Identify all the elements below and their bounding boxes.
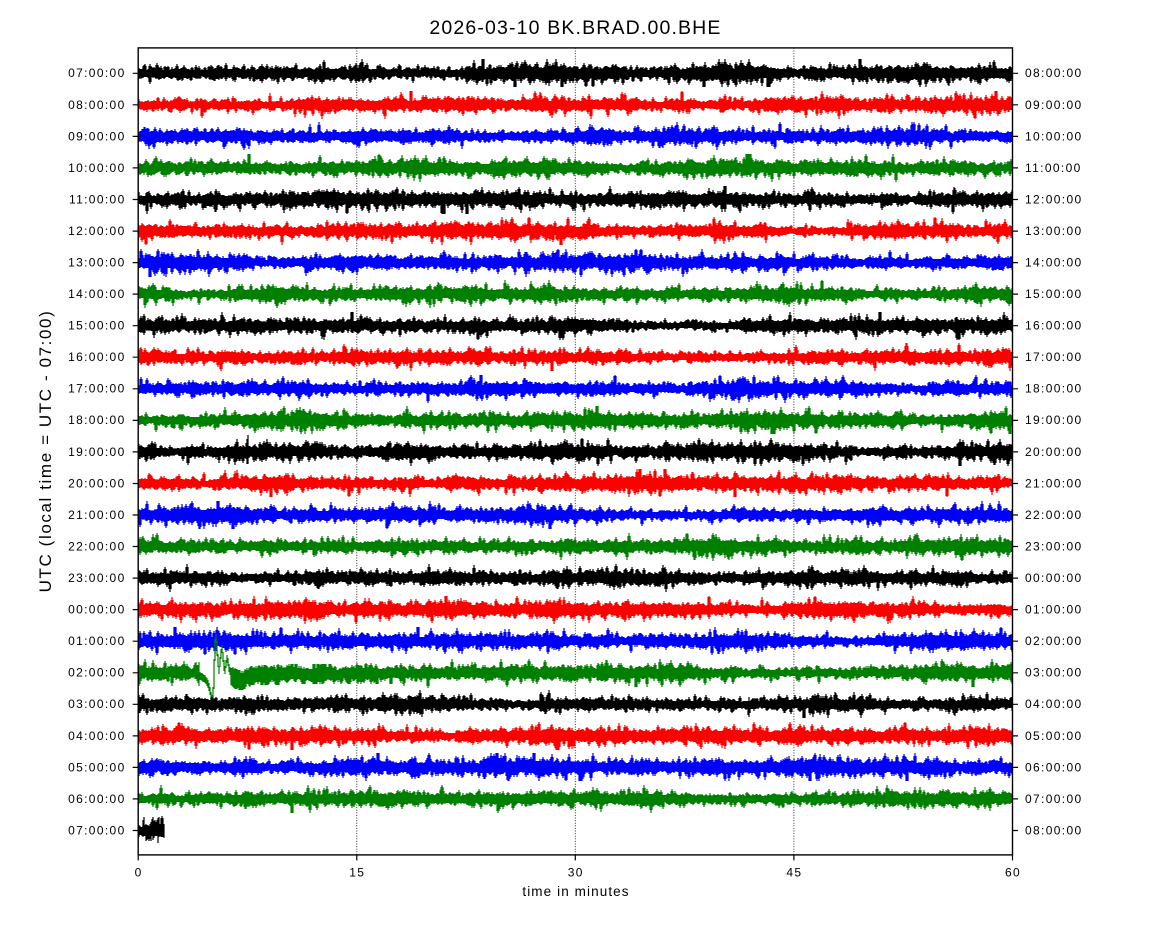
- svg-text:06:00:00: 06:00:00: [68, 792, 126, 806]
- svg-text:06:00:00: 06:00:00: [1025, 760, 1083, 774]
- svg-text:02:00:00: 02:00:00: [1025, 634, 1083, 648]
- svg-text:21:00:00: 21:00:00: [1025, 476, 1083, 490]
- svg-text:00:00:00: 00:00:00: [68, 603, 126, 617]
- svg-text:20:00:00: 20:00:00: [68, 476, 126, 490]
- svg-text:17:00:00: 17:00:00: [68, 382, 126, 396]
- svg-text:11:00:00: 11:00:00: [69, 192, 126, 206]
- svg-text:05:00:00: 05:00:00: [68, 760, 126, 774]
- svg-text:time in minutes: time in minutes: [522, 884, 629, 899]
- svg-text:15:00:00: 15:00:00: [1025, 287, 1083, 301]
- svg-text:0: 0: [135, 866, 143, 880]
- svg-text:12:00:00: 12:00:00: [1025, 192, 1083, 206]
- svg-text:23:00:00: 23:00:00: [68, 571, 126, 585]
- svg-text:09:00:00: 09:00:00: [1025, 98, 1083, 112]
- svg-text:16:00:00: 16:00:00: [1025, 319, 1083, 333]
- svg-text:23:00:00: 23:00:00: [1025, 539, 1083, 553]
- svg-text:01:00:00: 01:00:00: [1025, 603, 1083, 617]
- svg-text:07:00:00: 07:00:00: [68, 66, 126, 80]
- svg-text:60: 60: [1005, 866, 1021, 880]
- svg-text:13:00:00: 13:00:00: [68, 256, 126, 270]
- svg-text:01:00:00: 01:00:00: [68, 634, 126, 648]
- svg-text:09:00:00: 09:00:00: [68, 129, 126, 143]
- svg-text:07:00:00: 07:00:00: [68, 823, 126, 837]
- svg-text:17:00:00: 17:00:00: [1025, 350, 1083, 364]
- svg-text:11:00:00: 11:00:00: [1025, 161, 1082, 175]
- svg-text:19:00:00: 19:00:00: [1025, 413, 1083, 427]
- svg-text:07:00:00: 07:00:00: [1025, 792, 1083, 806]
- svg-text:03:00:00: 03:00:00: [68, 697, 126, 711]
- svg-text:15: 15: [349, 866, 365, 880]
- svg-text:19:00:00: 19:00:00: [68, 445, 126, 459]
- svg-text:02:00:00: 02:00:00: [68, 666, 126, 680]
- svg-text:22:00:00: 22:00:00: [1025, 508, 1083, 522]
- svg-text:10:00:00: 10:00:00: [68, 161, 126, 175]
- svg-text:15:00:00: 15:00:00: [68, 319, 126, 333]
- svg-text:08:00:00: 08:00:00: [1025, 66, 1083, 80]
- svg-text:45: 45: [786, 866, 802, 880]
- svg-text:UTC (local time = UTC - 07:00): UTC (local time = UTC - 07:00): [36, 310, 55, 593]
- svg-text:22:00:00: 22:00:00: [68, 539, 126, 553]
- svg-text:14:00:00: 14:00:00: [68, 287, 126, 301]
- svg-text:13:00:00: 13:00:00: [1025, 224, 1083, 238]
- svg-text:03:00:00: 03:00:00: [1025, 666, 1083, 680]
- svg-text:21:00:00: 21:00:00: [68, 508, 126, 522]
- svg-text:08:00:00: 08:00:00: [68, 98, 126, 112]
- svg-text:14:00:00: 14:00:00: [1025, 256, 1083, 270]
- svg-text:10:00:00: 10:00:00: [1025, 129, 1083, 143]
- svg-text:12:00:00: 12:00:00: [68, 224, 126, 238]
- svg-text:30: 30: [568, 866, 584, 880]
- svg-text:05:00:00: 05:00:00: [1025, 729, 1083, 743]
- svg-text:18:00:00: 18:00:00: [1025, 382, 1083, 396]
- svg-text:04:00:00: 04:00:00: [1025, 697, 1083, 711]
- svg-text:20:00:00: 20:00:00: [1025, 445, 1083, 459]
- svg-text:04:00:00: 04:00:00: [68, 729, 126, 743]
- svg-text:18:00:00: 18:00:00: [68, 413, 126, 427]
- svg-text:2026-03-10 BK.BRAD.00.BHE: 2026-03-10 BK.BRAD.00.BHE: [429, 17, 721, 39]
- svg-text:08:00:00: 08:00:00: [1025, 823, 1083, 837]
- svg-text:00:00:00: 00:00:00: [1025, 571, 1083, 585]
- svg-text:16:00:00: 16:00:00: [68, 350, 126, 364]
